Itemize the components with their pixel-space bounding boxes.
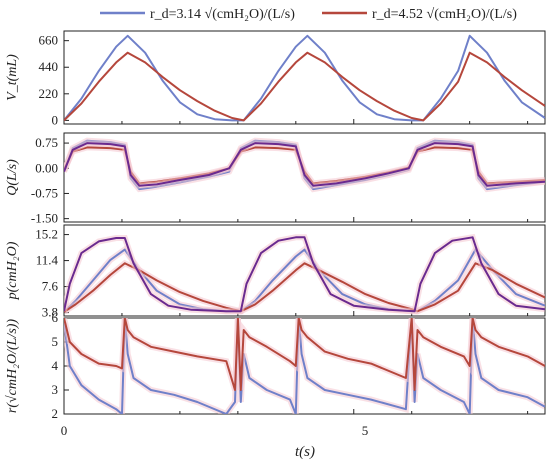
y-tick-label: 7.6 <box>42 279 59 294</box>
panel-flow: 0.75 0.00 -0.75 -1.50 Q(L/s) <box>5 132 546 226</box>
series-halo <box>64 244 545 315</box>
y-tick-label: 440 <box>39 59 59 74</box>
legend-label-red: r_d=4.52 √(cmH₂O)/(L/s) <box>372 7 517 22</box>
y-tick-label: 6 <box>52 310 59 325</box>
y-axis-label: Q(L/s) <box>5 159 20 196</box>
y-tick-label: 3.8 <box>42 305 58 320</box>
legend-label-blue: r_d=3.14 √(cmH₂O)/(L/s) <box>150 7 295 22</box>
y-tick-label: 220 <box>39 86 59 101</box>
panel-frame <box>63 30 546 125</box>
x-tick-label-5: 5 <box>362 423 369 438</box>
y-tick-label: 0.00 <box>35 160 58 175</box>
panel-resistance: 6 5 4 3 2 r(√cmH₂O/(L/s)) <box>5 310 546 421</box>
panel-frame <box>63 132 546 223</box>
series-line-2 <box>64 142 545 187</box>
y-tick-label: 3 <box>52 382 59 397</box>
y-tick-label: 660 <box>39 33 59 48</box>
y-tick-label: 0.75 <box>35 135 58 150</box>
series-line-1 <box>64 51 545 122</box>
panel-frame <box>63 224 546 317</box>
y-tick-label: -1.50 <box>31 211 58 226</box>
series-line-1 <box>64 318 545 391</box>
y-axis-label: p(cmH₂O) <box>5 241 20 300</box>
panels: 660 440 220 0 V_t(mL) 0.75 0.00 -0.75 -1.50 Q(L/s… <box>5 30 546 421</box>
y-tick-label: 11.4 <box>36 253 59 268</box>
y-tick-label: 4 <box>52 358 59 373</box>
panel-pressure: 15.2 11.4 7.6 3.8 p(cmH₂O) <box>5 224 546 320</box>
y-tick-label: 0 <box>52 112 59 127</box>
y-axis-label: r(√cmH₂O/(L/s)) <box>5 319 20 414</box>
series-line-2 <box>64 236 545 313</box>
legend: r_d=3.14 √(cmH₂O)/(L/s) r_d=4.52 √(cmH₂O… <box>100 7 517 22</box>
y-tick-label: 5 <box>52 334 59 349</box>
y-tick-label: -0.75 <box>31 185 58 200</box>
y-tick-label: 2 <box>52 406 59 421</box>
y-axis-label: V_t(mL) <box>5 54 20 101</box>
y-tick-label: 15.2 <box>35 227 58 242</box>
x-axis-label: t(s) <box>295 444 315 460</box>
series-line-0 <box>64 34 545 122</box>
x-tick-label-0: 0 <box>61 423 68 438</box>
panel-volume: 660 440 220 0 V_t(mL) <box>5 30 546 127</box>
series-line-1 <box>64 262 545 313</box>
series-line-0 <box>64 318 545 414</box>
